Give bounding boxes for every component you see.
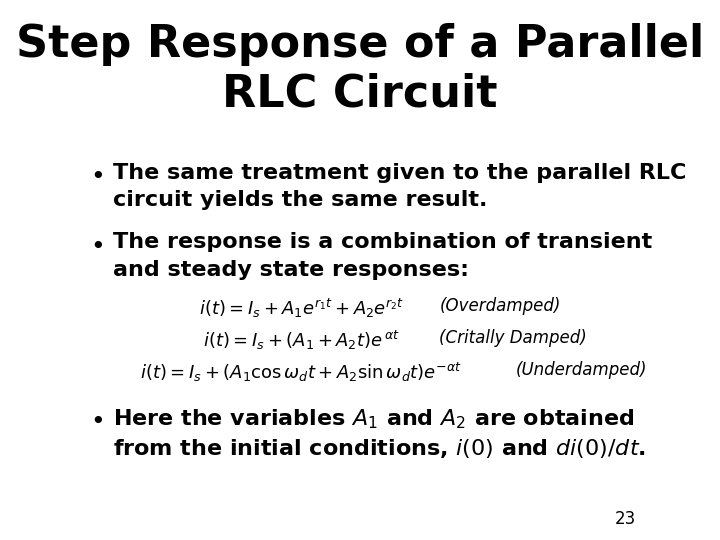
Text: •: • (90, 165, 104, 189)
Text: Step Response of a Parallel
RLC Circuit: Step Response of a Parallel RLC Circuit (16, 23, 704, 116)
Text: The response is a combination of transient
and steady state responses:: The response is a combination of transie… (114, 232, 653, 280)
Text: Here the variables $\mathbf{\mathit{A_1}}$ and $\mathbf{\mathit{A_2}}$ are obtai: Here the variables $\mathbf{\mathit{A_1}… (114, 407, 635, 430)
Text: (Critally Damped): (Critally Damped) (439, 329, 587, 347)
Text: (Underdamped): (Underdamped) (516, 361, 647, 379)
Text: (Overdamped): (Overdamped) (439, 297, 561, 315)
Text: 23: 23 (615, 510, 636, 528)
Text: •: • (90, 235, 104, 259)
Text: The same treatment given to the parallel RLC
circuit yields the same result.: The same treatment given to the parallel… (114, 163, 687, 210)
Text: •: • (90, 410, 104, 434)
Text: $i(t) = I_s + A_1 e^{r_1 t} + A_2 e^{r_2 t}$: $i(t) = I_s + A_1 e^{r_1 t} + A_2 e^{r_2… (199, 297, 404, 320)
Text: from the initial conditions, $\mathbf{\mathit{i(0)}}$ and $\mathbf{\mathit{di(0): from the initial conditions, $\mathbf{\m… (114, 436, 647, 460)
Text: $i(t) = I_s + (A_1 + A_2 t)e^{\,\alpha t}$: $i(t) = I_s + (A_1 + A_2 t)e^{\,\alpha t… (203, 329, 400, 352)
Text: $i(t) = I_s + (A_1 \cos\omega_d t + A_2 \sin\omega_d t)e^{-\alpha t}$: $i(t) = I_s + (A_1 \cos\omega_d t + A_2 … (140, 361, 462, 384)
